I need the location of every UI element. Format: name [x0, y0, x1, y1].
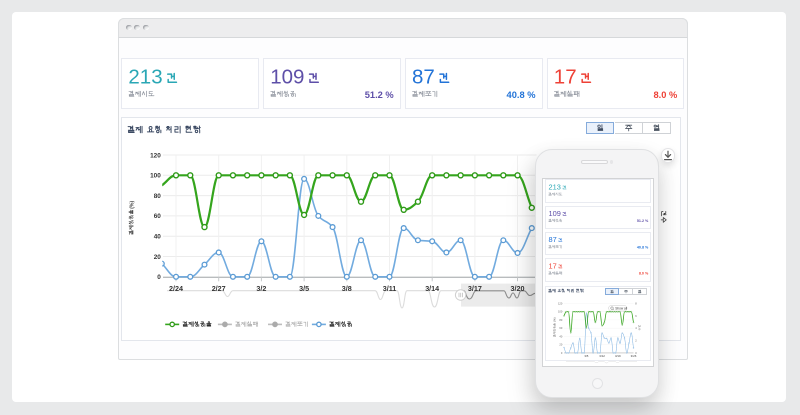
- svg-text:17: 17: [554, 66, 577, 89]
- svg-text:2: 2: [635, 338, 637, 342]
- svg-text:109: 109: [549, 209, 561, 218]
- svg-text:3/19: 3/19: [615, 354, 621, 358]
- svg-text:20: 20: [154, 254, 162, 261]
- svg-text:20: 20: [559, 343, 562, 347]
- svg-text:109: 109: [270, 66, 304, 89]
- svg-text:8: 8: [635, 301, 637, 305]
- svg-text:40: 40: [154, 234, 162, 241]
- svg-text:40.8 %: 40.8 %: [637, 245, 649, 249]
- svg-text:80: 80: [559, 318, 562, 322]
- svg-text:(%): (%): [129, 200, 135, 208]
- svg-text:0: 0: [157, 274, 161, 281]
- svg-text:3/2: 3/2: [256, 284, 266, 293]
- svg-text:60: 60: [154, 213, 162, 220]
- svg-text:8.0 %: 8.0 %: [639, 272, 649, 276]
- svg-text:100: 100: [150, 173, 161, 180]
- svg-text:2/27: 2/27: [212, 284, 226, 293]
- svg-text:3/17: 3/17: [468, 284, 482, 293]
- svg-text:87: 87: [549, 235, 557, 244]
- svg-text:120: 120: [150, 152, 161, 159]
- svg-text:213: 213: [128, 66, 162, 89]
- svg-text:8.0 %: 8.0 %: [654, 90, 679, 100]
- svg-text:4: 4: [635, 326, 637, 330]
- svg-text:0: 0: [635, 351, 637, 355]
- svg-text:3/12: 3/12: [599, 354, 605, 358]
- svg-text:3/14: 3/14: [425, 284, 439, 293]
- svg-text:0: 0: [561, 351, 563, 355]
- svg-text:3/8: 3/8: [342, 284, 352, 293]
- svg-text:213: 213: [549, 183, 561, 192]
- svg-text:Show all: Show all: [615, 306, 627, 310]
- svg-text:120: 120: [558, 301, 563, 305]
- svg-text:80: 80: [154, 193, 162, 200]
- svg-text:3/5: 3/5: [299, 284, 309, 293]
- svg-text:(%): (%): [553, 317, 557, 321]
- svg-text:40.8 %: 40.8 %: [507, 90, 537, 100]
- svg-text:3/5: 3/5: [584, 354, 588, 358]
- svg-text:51.2 %: 51.2 %: [365, 90, 395, 100]
- svg-text:6: 6: [635, 314, 637, 318]
- svg-text:3/26: 3/26: [631, 354, 637, 358]
- svg-text:40: 40: [559, 334, 562, 338]
- svg-text:87: 87: [412, 66, 435, 89]
- svg-text:51.2 %: 51.2 %: [637, 219, 649, 223]
- svg-text:3/11: 3/11: [383, 284, 397, 293]
- svg-text:2/24: 2/24: [169, 284, 183, 293]
- svg-text:100: 100: [558, 310, 563, 314]
- svg-text:17: 17: [549, 261, 557, 270]
- svg-text:60: 60: [559, 326, 562, 330]
- svg-text:3/20: 3/20: [511, 284, 525, 293]
